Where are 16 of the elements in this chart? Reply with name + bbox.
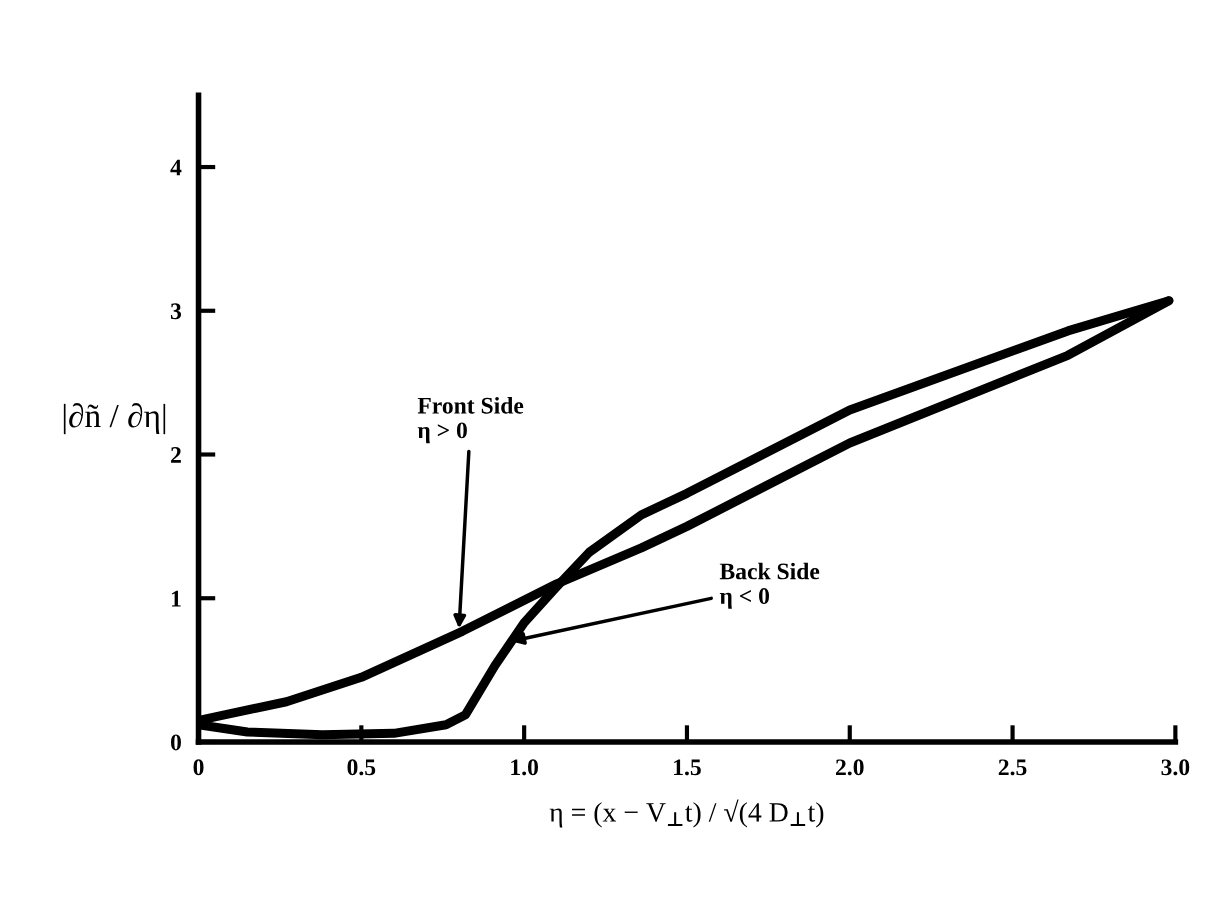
x-tick-label: 0.5 (347, 759, 376, 776)
y-tick-label: 1 (171, 590, 181, 607)
y-tick-label: 0 (170, 734, 181, 751)
x-axis-title: η = (x − V$_{⊥}$t) / √(4 D$_{⊥}$t) (549, 799, 824, 828)
x-tick-label: 2.5 (998, 759, 1027, 776)
x-tick-label: 1.0 (511, 759, 538, 776)
y-tick-label: 2 (171, 447, 181, 463)
y-tick-label: 3 (170, 303, 182, 320)
x-tick-label: 0 (193, 759, 204, 776)
annotation: Back Side η < 0 (719, 562, 820, 609)
x-tick-label: 1.5 (674, 759, 701, 776)
x-tick-label: 3.0 (1161, 759, 1190, 776)
y-axis-title: |∂ñ / ∂η| (63, 402, 166, 435)
x-tick-label: 2.0 (835, 759, 864, 776)
y-tick-label: 4 (170, 159, 182, 176)
annotation: Front Side η > 0 (417, 397, 524, 444)
